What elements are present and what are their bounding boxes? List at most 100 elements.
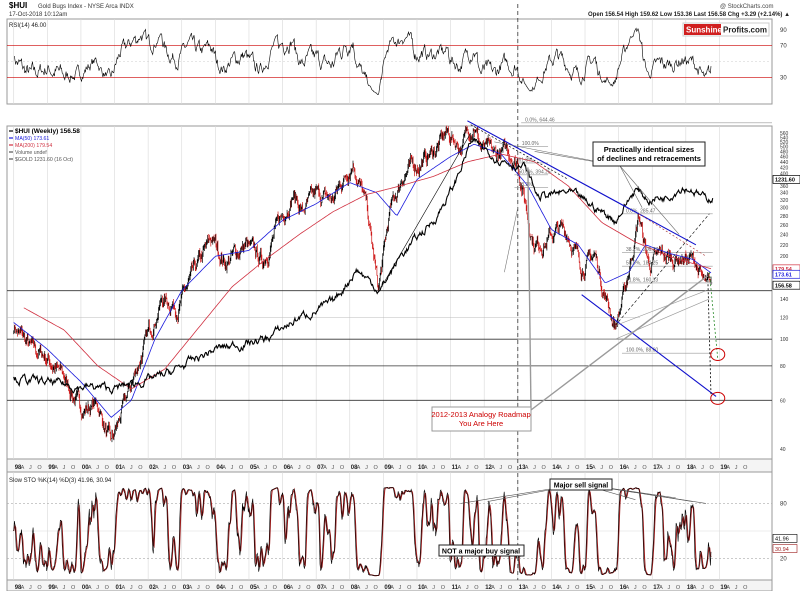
price-value-tag-text: 173.61 bbox=[775, 273, 792, 279]
x-month-label: A bbox=[88, 585, 92, 591]
x-month-label: J bbox=[298, 465, 301, 471]
x-year-label: 07 bbox=[317, 465, 324, 471]
price-tick-label: 200 bbox=[780, 254, 789, 260]
x-month-label: A bbox=[457, 585, 461, 591]
x-year-label: 08 bbox=[351, 585, 358, 591]
rsi-tick-label: 70 bbox=[780, 44, 787, 50]
x-month-label: A bbox=[491, 585, 495, 591]
x-month-label: J bbox=[533, 465, 536, 471]
x-month-label: J bbox=[96, 465, 99, 471]
x-month-label: J bbox=[466, 585, 469, 591]
x-month-label: O bbox=[172, 465, 177, 471]
x-year-label: 13 bbox=[519, 465, 526, 471]
x-month-label: O bbox=[676, 465, 681, 471]
x-month-label: A bbox=[21, 585, 25, 591]
price-tick-label: 120 bbox=[780, 315, 789, 321]
blue-support-trendline bbox=[581, 294, 717, 397]
x-month-label: J bbox=[500, 585, 503, 591]
price-panel bbox=[6, 125, 773, 460]
x-month-label: J bbox=[331, 465, 334, 471]
x-month-label: O bbox=[37, 585, 42, 591]
x-year-label: 18 bbox=[687, 465, 694, 471]
x-month-label: A bbox=[558, 585, 562, 591]
x-month-label: A bbox=[390, 585, 394, 591]
x-month-label: J bbox=[264, 465, 267, 471]
series-layer bbox=[13, 27, 714, 577]
header-copyright: @ StockCharts.com bbox=[720, 4, 773, 10]
brand-logo: Sunshine Profits.com bbox=[682, 22, 770, 37]
x-month-label: J bbox=[735, 465, 738, 471]
x-year-label: 05 bbox=[250, 465, 257, 471]
x-year-label: 09 bbox=[384, 585, 391, 591]
x-month-label: A bbox=[592, 465, 596, 471]
x-month-label: A bbox=[121, 585, 125, 591]
callout-not-buy-text: NOT a major buy signal bbox=[442, 549, 520, 556]
x-month-label: O bbox=[407, 465, 412, 471]
x-month-label: O bbox=[609, 465, 614, 471]
rsi-panel bbox=[6, 18, 773, 105]
price-tick-label: 560 bbox=[780, 131, 789, 137]
price-tick-label: 40 bbox=[780, 447, 786, 453]
x-year-label: 04 bbox=[216, 465, 223, 471]
x-year-label: 00 bbox=[82, 585, 89, 591]
x-month-label: A bbox=[626, 585, 630, 591]
price-value-tag bbox=[772, 175, 800, 184]
rsi-line bbox=[14, 27, 712, 96]
fibonacci-level-label: 61.8% bbox=[518, 157, 533, 163]
price-tick-label: 220 bbox=[780, 243, 789, 249]
target-circle bbox=[710, 347, 726, 361]
dotted-decline-line bbox=[638, 213, 707, 257]
brand-part2: Profits.com bbox=[723, 26, 767, 35]
x-month-label: J bbox=[701, 465, 704, 471]
x-month-label: O bbox=[575, 465, 580, 471]
x-year-label: 15 bbox=[586, 465, 593, 471]
price-value-tag bbox=[772, 280, 800, 290]
callout-analogy: 2012-2013 Analogy Roadmap You Are Here bbox=[431, 406, 532, 432]
x-month-label: J bbox=[500, 465, 503, 471]
x-month-label: O bbox=[542, 465, 547, 471]
price-value-tag bbox=[772, 269, 800, 279]
stoch-d-line bbox=[13, 487, 712, 577]
x-month-label: O bbox=[575, 585, 580, 591]
x-month-label: J bbox=[197, 465, 200, 471]
x-month-label: O bbox=[273, 585, 278, 591]
x-month-label: A bbox=[525, 585, 529, 591]
x-month-label: A bbox=[525, 465, 529, 471]
fibonacci-level-label: 50.0%, 394.25 bbox=[518, 169, 550, 175]
brand-part1: Sunshine bbox=[686, 26, 723, 35]
x-month-label: J bbox=[96, 585, 99, 591]
x-month-label: J bbox=[231, 465, 234, 471]
rsi-tick-label: 30 bbox=[780, 75, 787, 81]
x-month-label: O bbox=[37, 465, 42, 471]
x-month-label: O bbox=[373, 465, 378, 471]
x-year-label: 10 bbox=[418, 465, 425, 471]
x-year-label: 17 bbox=[653, 465, 660, 471]
dotted-decline-line bbox=[470, 124, 569, 180]
rsi-tick-label: 90 bbox=[780, 28, 787, 34]
x-month-label: O bbox=[205, 585, 210, 591]
callout-major-sell: Major sell signal bbox=[549, 478, 613, 491]
price-tick-label: 460 bbox=[780, 155, 789, 161]
analogy-pointer-line bbox=[504, 207, 519, 273]
x-month-label: A bbox=[592, 585, 596, 591]
x-month-label: O bbox=[205, 465, 210, 471]
price-tick-label: 280 bbox=[780, 214, 789, 220]
x-month-label: J bbox=[399, 465, 402, 471]
x-month-label: O bbox=[71, 585, 76, 591]
x-month-label: O bbox=[508, 585, 513, 591]
fibonacci-level-label: 100.0% bbox=[522, 141, 540, 147]
x-month-label: A bbox=[659, 585, 663, 591]
header-ohlc: Open 156.54 High 159.62 Low 153.36 Last … bbox=[588, 12, 790, 18]
x-month-label: A bbox=[289, 585, 293, 591]
price-tick-label: 100 bbox=[780, 337, 789, 343]
target-circle bbox=[710, 391, 726, 405]
stoch-tick-label: 80 bbox=[780, 501, 787, 507]
price-tick-label: 240 bbox=[780, 232, 789, 238]
header-name: Gold Bugs Index - NYSE Arca INDX bbox=[38, 4, 134, 10]
x-year-label: 10 bbox=[418, 585, 425, 591]
x-month-label: J bbox=[668, 585, 671, 591]
x-month-label: O bbox=[138, 585, 143, 591]
x-month-label: O bbox=[340, 585, 345, 591]
x-month-label: A bbox=[424, 465, 428, 471]
x-month-label: O bbox=[105, 465, 110, 471]
